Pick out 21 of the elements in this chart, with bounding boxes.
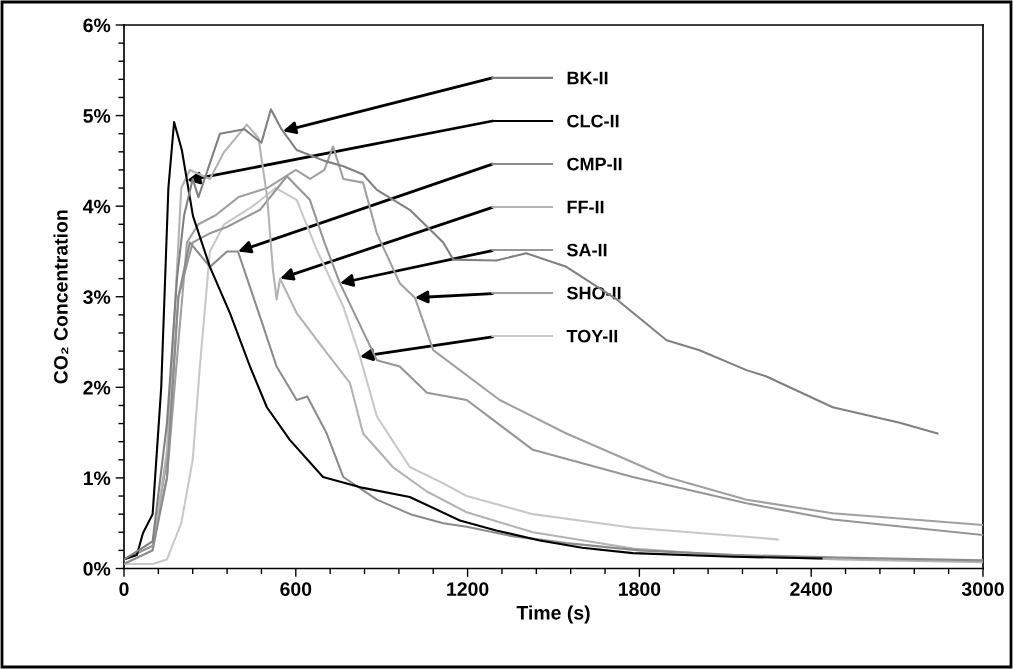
legend-label: BK-II (567, 71, 608, 85)
y-tick-label: 4% (83, 199, 111, 214)
legend-label: CMP-II (567, 157, 622, 171)
y-tick-label: 3% (83, 290, 111, 305)
y-tick-label: 2% (83, 380, 111, 395)
x-tick-label: 1200 (447, 582, 489, 596)
y-tick-label: 0% (83, 561, 111, 576)
legend-label: SA-II (566, 243, 607, 257)
y-tick-label: 6% (83, 18, 111, 33)
legend-label: TOY-II (566, 329, 618, 343)
legend-label: FF-II (567, 200, 604, 214)
x-tick-label: 0 (119, 582, 129, 596)
x-axis-title: Time (s) (516, 605, 590, 624)
y-tick-label: 5% (83, 109, 111, 123)
x-tick-label: 600 (280, 582, 312, 596)
x-tick-label: 1800 (619, 582, 661, 596)
y-tick-label: 1% (83, 471, 111, 486)
x-tick-label: 3000 (961, 582, 1004, 596)
x-tick-label: 2400 (790, 582, 833, 596)
legend-label: CLC-II (567, 114, 619, 128)
y-axis-title: CO₂ Concentration (53, 210, 69, 384)
